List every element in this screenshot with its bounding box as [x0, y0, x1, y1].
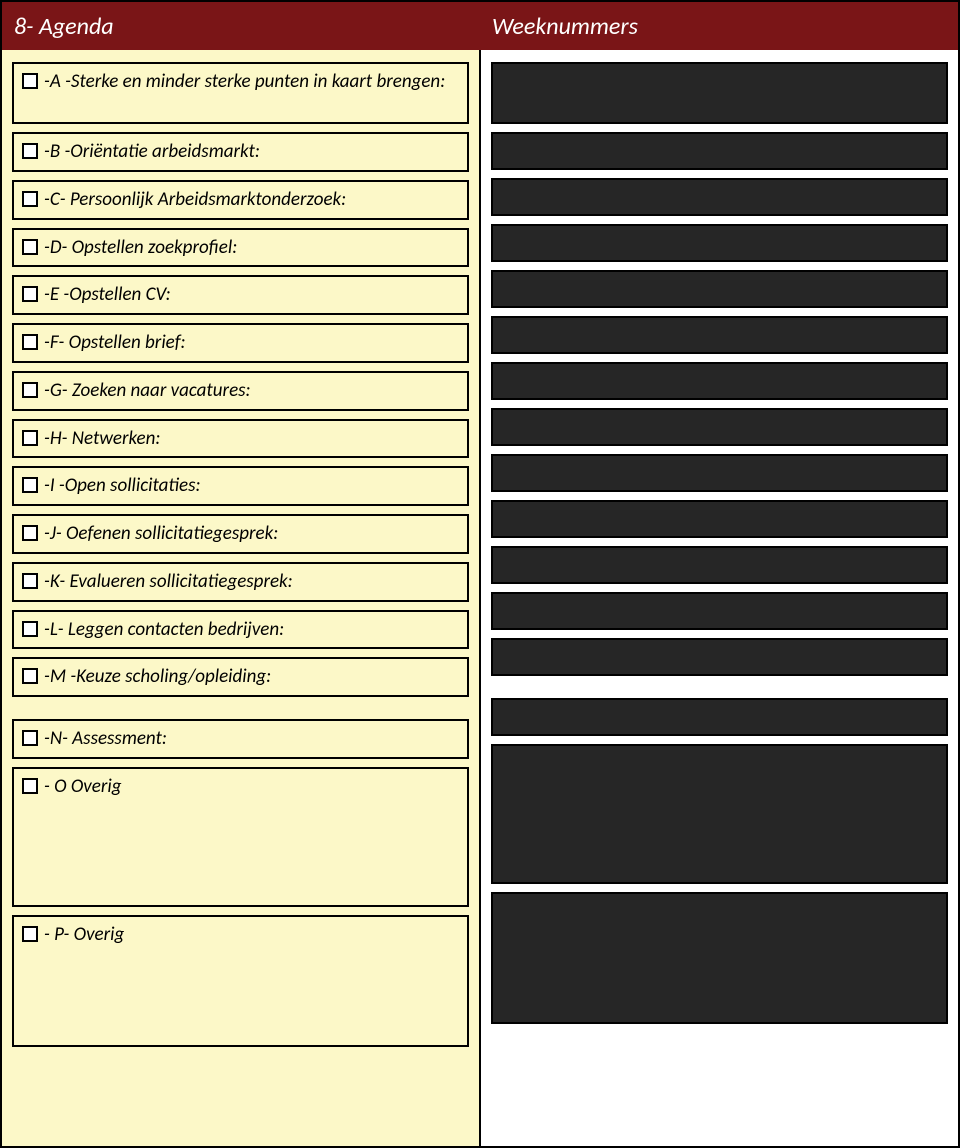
weeknummer-cell[interactable]: [491, 270, 948, 308]
checkbox[interactable]: [22, 668, 38, 684]
checkbox[interactable]: [22, 143, 38, 159]
agenda-item: -F- Opstellen brief:: [12, 323, 469, 363]
agenda-item: -C- Persoonlijk Arbeidsmarktonderzoek:: [12, 180, 469, 220]
agenda-item: - O Overig: [12, 767, 469, 907]
agenda-item: -D- Opstellen zoekprofiel:: [12, 228, 469, 268]
weeknummer-cell[interactable]: [491, 744, 948, 884]
weeknummer-cell[interactable]: [491, 698, 948, 736]
checkbox[interactable]: [22, 525, 38, 541]
agenda-item-label: - O Overig: [44, 775, 459, 799]
weeknummer-cell[interactable]: [491, 638, 948, 676]
checkbox[interactable]: [22, 73, 38, 89]
agenda-item: -I -Open sollicitaties:: [12, 466, 469, 506]
agenda-item: -N- Assessment:: [12, 719, 469, 759]
page: 8- Agenda Weeknummers -A -Sterke en mind…: [0, 0, 960, 1148]
checkbox[interactable]: [22, 286, 38, 302]
header-title-right: Weeknummers: [480, 2, 958, 50]
agenda-item: -L- Leggen contacten bedrijven:: [12, 610, 469, 650]
checkbox[interactable]: [22, 430, 38, 446]
weeknummer-cell[interactable]: [491, 500, 948, 538]
agenda-item-label: -I -Open sollicitaties:: [44, 474, 459, 498]
agenda-item-label: -L- Leggen contacten bedrijven:: [44, 618, 459, 642]
checkbox[interactable]: [22, 191, 38, 207]
weeknummer-cell[interactable]: [491, 592, 948, 630]
weeknummer-cell[interactable]: [491, 892, 948, 1024]
weeknummer-cell[interactable]: [491, 408, 948, 446]
agenda-item-label: -G- Zoeken naar vacatures:: [44, 379, 459, 403]
agenda-item: -B -Oriëntatie arbeidsmarkt:: [12, 132, 469, 172]
agenda-item: -E -Opstellen CV:: [12, 275, 469, 315]
spacer: [12, 705, 469, 719]
agenda-item-label: -N- Assessment:: [44, 727, 459, 751]
agenda-item-label: -B -Oriëntatie arbeidsmarkt:: [44, 140, 459, 164]
checkbox[interactable]: [22, 477, 38, 493]
weeknummer-cell[interactable]: [491, 224, 948, 262]
checkbox[interactable]: [22, 239, 38, 255]
agenda-item-label: -M -Keuze scholing/opleiding:: [44, 665, 459, 689]
checkbox[interactable]: [22, 573, 38, 589]
weeknummer-cell[interactable]: [491, 316, 948, 354]
agenda-column: -A -Sterke en minder sterke punten in ka…: [2, 50, 481, 1146]
agenda-item-label: -C- Persoonlijk Arbeidsmarktonderzoek:: [44, 188, 459, 212]
agenda-item: -M -Keuze scholing/opleiding:: [12, 657, 469, 697]
agenda-item-label: -J- Oefenen sollicitatiegesprek:: [44, 522, 459, 546]
agenda-item-label: -A -Sterke en minder sterke punten in ka…: [44, 70, 459, 94]
agenda-item: -A -Sterke en minder sterke punten in ka…: [12, 62, 469, 124]
agenda-item-label: -F- Opstellen brief:: [44, 331, 459, 355]
weeknummer-cell[interactable]: [491, 132, 948, 170]
agenda-item: -G- Zoeken naar vacatures:: [12, 371, 469, 411]
agenda-item: -K- Evalueren sollicitatiegesprek:: [12, 562, 469, 602]
agenda-item-label: -D- Opstellen zoekprofiel:: [44, 236, 459, 260]
checkbox[interactable]: [22, 778, 38, 794]
agenda-item: -J- Oefenen sollicitatiegesprek:: [12, 514, 469, 554]
weeknummer-cell[interactable]: [491, 362, 948, 400]
checkbox[interactable]: [22, 334, 38, 350]
weeknummers-column: [481, 50, 958, 1146]
checkbox[interactable]: [22, 730, 38, 746]
weeknummer-cell[interactable]: [491, 454, 948, 492]
body: -A -Sterke en minder sterke punten in ka…: [2, 50, 958, 1146]
weeknummer-cell[interactable]: [491, 62, 948, 124]
checkbox[interactable]: [22, 621, 38, 637]
header-title-left: 8- Agenda: [2, 2, 480, 50]
agenda-item-label: -K- Evalueren sollicitatiegesprek:: [44, 570, 459, 594]
header: 8- Agenda Weeknummers: [2, 2, 958, 50]
agenda-item-label: -E -Opstellen CV:: [44, 283, 459, 307]
weeknummer-cell[interactable]: [491, 546, 948, 584]
agenda-item-label: -H- Netwerken:: [44, 427, 459, 451]
agenda-item: -H- Netwerken:: [12, 419, 469, 459]
agenda-item: - P- Overig: [12, 915, 469, 1047]
agenda-item-label: - P- Overig: [44, 923, 459, 947]
checkbox[interactable]: [22, 382, 38, 398]
weeknummer-cell[interactable]: [491, 178, 948, 216]
checkbox[interactable]: [22, 926, 38, 942]
spacer: [491, 684, 948, 698]
